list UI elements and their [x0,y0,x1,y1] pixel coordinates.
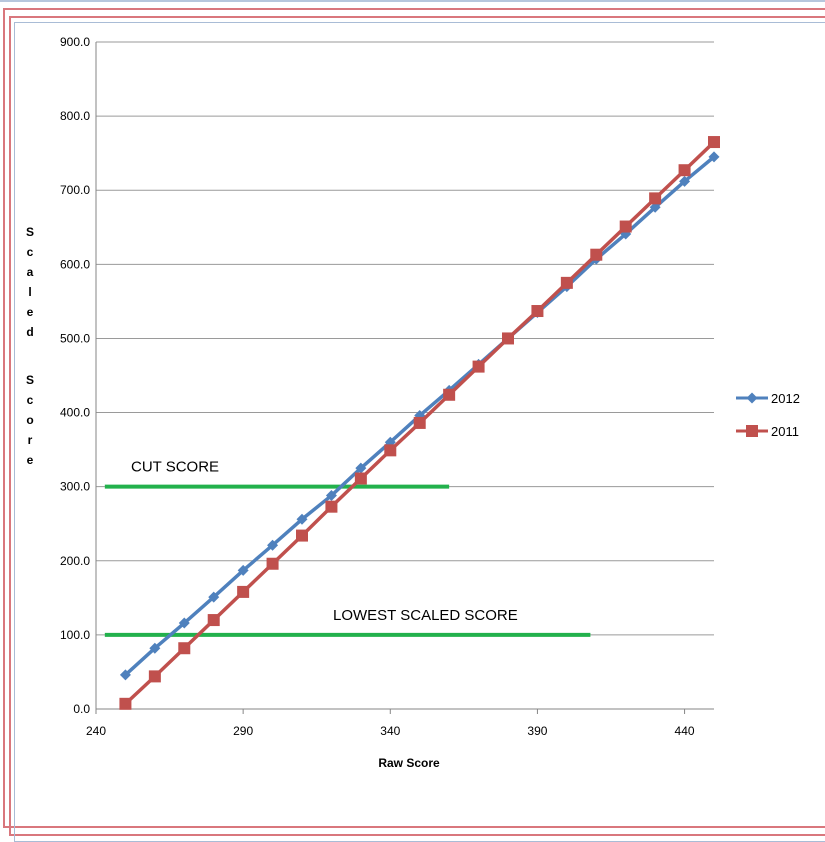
data-point [325,500,338,513]
data-point [119,697,132,710]
y-tick-label: 700.0 [60,183,90,197]
x-axis-ticks: 240 290 340 390 440 [86,709,695,738]
data-point [531,305,544,318]
legend-entry-2012: 2012 [771,391,800,406]
reference-line-label: LOWEST SCALED SCORE [333,607,518,624]
y-axis-label-char: o [26,413,33,427]
data-point [708,136,720,149]
y-tick-label: 900.0 [60,35,90,49]
series-2011 [119,136,720,710]
data-point [649,192,662,205]
y-axis-label-char: e [27,453,34,467]
data-point [148,670,161,683]
data-point [649,201,661,213]
y-tick-label: 500.0 [60,331,90,345]
data-point [237,585,250,598]
data-point [502,332,514,345]
y-axis-label-char: c [27,393,34,407]
data-point [678,164,691,177]
y-tick-label: 200.0 [60,554,90,568]
data-point [208,591,220,603]
data-point [443,388,456,401]
data-point [296,529,308,542]
data-point [560,276,573,289]
data-point [237,564,249,576]
y-tick-label: 0.0 [73,702,90,716]
legend-entry-2011: 2011 [771,424,799,439]
data-point [296,513,308,525]
data-point [355,462,367,474]
y-axis-label-char: l [28,285,31,299]
y-tick-label: 300.0 [60,480,90,494]
y-axis-label-char: c [27,245,34,259]
data-point [119,669,131,681]
y-axis-label-char: r [28,433,33,447]
x-axis-label: Raw Score [378,756,440,770]
y-tick-label: 600.0 [60,257,90,271]
data-point [178,642,191,655]
y-axis-ticks: 0.0 100.0 200.0 300.0 400.0 500.0 600.0 700.0 80… [60,35,90,716]
data-point [590,248,603,261]
y-axis-label-char: S [26,373,34,387]
scaled-score-chart: 0.0 100.0 200.0 300.0 400.0 500.0 600.0 700.0 80… [26,35,800,770]
data-point [207,614,220,627]
data-point [679,175,691,187]
y-axis-label-char: a [27,265,34,279]
x-tick-label: 440 [675,724,695,738]
data-point [325,490,337,502]
data-point [472,360,485,373]
data-point [413,416,426,429]
data-point [266,557,279,570]
data-point [384,444,397,457]
y-axis-label-char: d [26,325,33,339]
y-axis-label-char: S [26,225,34,239]
window-border [0,0,825,2]
y-axis-label-char: e [27,305,34,319]
data-point [149,642,161,654]
y-tick-label: 100.0 [60,628,90,642]
reference-lines: CUT SCORE LOWEST SCALED SCORE [104,459,591,637]
y-tick-label: 800.0 [60,109,90,123]
data-point [267,539,279,551]
legend-marker [746,392,758,404]
x-tick-label: 240 [86,724,106,738]
data-point [619,220,632,233]
legend-marker [746,425,758,437]
x-tick-label: 390 [527,724,547,738]
series-group [119,136,720,710]
legend: 2012 2011 [736,391,800,439]
data-point [354,472,367,485]
data-point [708,151,720,163]
reference-line-label: CUT SCORE [131,459,219,476]
x-tick-label: 290 [233,724,253,738]
y-tick-label: 400.0 [60,406,90,420]
data-point [178,617,190,629]
x-tick-label: 340 [380,724,400,738]
